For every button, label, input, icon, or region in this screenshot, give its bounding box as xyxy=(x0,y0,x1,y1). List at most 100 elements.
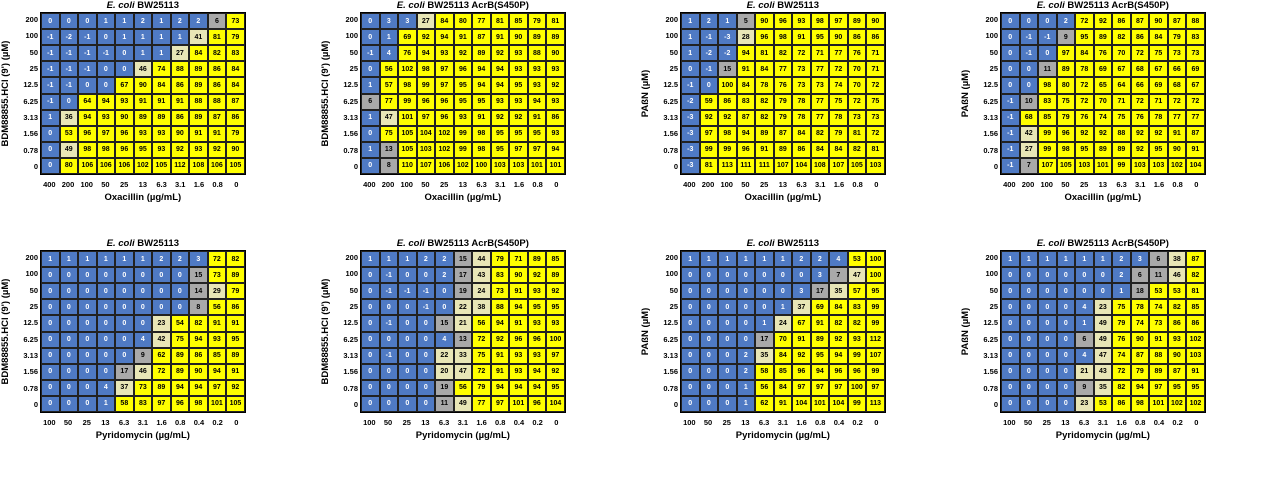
heatmap-cell: 93 xyxy=(509,347,528,364)
heatmap-cell: 90 xyxy=(1167,347,1187,364)
heatmap-cell: 22 xyxy=(435,347,454,364)
y-tick-label: 12.5 xyxy=(983,318,998,328)
heatmap-cell: 47 xyxy=(379,109,399,126)
heatmap-cell: 96 xyxy=(115,141,134,158)
heatmap-cell: 0 xyxy=(78,267,97,284)
heatmap-cell: 0 xyxy=(416,363,436,380)
heatmap-cell: 35 xyxy=(755,347,774,364)
heatmap-cell: 87 xyxy=(1167,13,1187,30)
heatmap-cell: 1 xyxy=(736,251,756,268)
heatmap-cell: 72 xyxy=(1075,93,1094,110)
heatmap-cell: 78 xyxy=(792,93,811,110)
heatmap-cell: 0 xyxy=(361,395,380,412)
heatmap-cell: 94 xyxy=(472,61,491,78)
heatmap-cell: 98 xyxy=(472,125,491,142)
heatmap-cell: 93 xyxy=(546,61,565,78)
heatmap-cell: 1 xyxy=(115,29,134,46)
heatmap-cell: 0 xyxy=(1019,77,1039,94)
heatmap-cell: 0 xyxy=(1056,395,1076,412)
panel-title: E. coli BW25113 xyxy=(680,238,886,249)
heatmap-cell: 0 xyxy=(435,299,454,316)
heatmap-cell: 92 xyxy=(1075,125,1094,142)
heatmap-cell: 105 xyxy=(1056,157,1076,174)
y-tick-label: 1.56 xyxy=(983,367,998,377)
heatmap-cell: 0 xyxy=(681,395,700,412)
heatmap-cell: 0 xyxy=(1056,299,1076,316)
heatmap-cell: 104 xyxy=(792,157,811,174)
heatmap-cell: 82 xyxy=(755,109,774,126)
heatmap-cell: 89 xyxy=(546,267,565,284)
heatmap-cell: 97 xyxy=(829,379,848,396)
heatmap-cell: 98 xyxy=(1056,141,1076,158)
heatmap-cell: 72 xyxy=(152,363,171,380)
heatmap-cell: 92 xyxy=(1130,141,1150,158)
heatmap-cell: 91 xyxy=(1186,363,1205,380)
heatmap-cell: 0 xyxy=(78,77,97,94)
heatmap-cell: 99 xyxy=(1112,157,1131,174)
heatmap-cell: 90 xyxy=(226,141,245,158)
heatmap-cell: 0 xyxy=(398,347,417,364)
x-tick-label: 25 xyxy=(402,418,411,427)
heatmap-cell: 94 xyxy=(170,379,190,396)
heatmap-cell: 6 xyxy=(1075,331,1094,348)
heatmap-cell: 70 xyxy=(847,61,867,78)
y-tick-label: 200 xyxy=(665,253,678,263)
heatmap-cell: 93 xyxy=(546,125,565,142)
heatmap-cell: 91 xyxy=(170,93,190,110)
heatmap-cell: 37 xyxy=(792,299,811,316)
y-tick-label: 1.56 xyxy=(983,129,998,139)
heatmap-cell: 0 xyxy=(1019,13,1039,30)
heatmap-cell: 68 xyxy=(1130,61,1150,78)
x-tick-label: 0.2 xyxy=(212,418,223,427)
heatmap-cell: 64 xyxy=(1112,77,1131,94)
y-tick-label: 12.5 xyxy=(23,80,38,90)
heatmap-cell: 95 xyxy=(133,141,153,158)
heatmap-cell: 91 xyxy=(490,363,510,380)
heatmap-cell: 92 xyxy=(490,45,510,62)
heatmap-cell: 106 xyxy=(435,157,454,174)
heatmap-cell: 1 xyxy=(1019,251,1039,268)
heatmap-cell: -1 xyxy=(1019,29,1039,46)
heatmap-cell: 38 xyxy=(1167,251,1187,268)
heatmap-cell: -1 xyxy=(379,267,399,284)
heatmap-cell: 0 xyxy=(41,379,60,396)
heatmap-cell: 0 xyxy=(681,363,700,380)
heatmap-cell: 82 xyxy=(1112,379,1131,396)
heatmap-cell: 94 xyxy=(509,379,528,396)
heatmap-cell: 96 xyxy=(435,93,454,110)
heatmap-cell: 76 xyxy=(1112,331,1131,348)
heatmap-cell: 0 xyxy=(379,299,399,316)
y-axis-label: PAßN (µM) xyxy=(639,69,651,117)
y-tick-label: 3.13 xyxy=(343,112,358,122)
heatmap-cell: 73 xyxy=(1167,45,1187,62)
x-tick-label: 1.6 xyxy=(1116,418,1127,427)
heatmap-cell: 99 xyxy=(866,363,885,380)
y-tick-label: 0 xyxy=(33,399,38,409)
heatmap-cell: 66 xyxy=(1130,77,1150,94)
heatmap-cell: 0 xyxy=(41,141,60,158)
heatmap-cell: 19 xyxy=(453,283,473,300)
heatmap-cell: 0 xyxy=(1001,347,1020,364)
heatmap-cell: 33 xyxy=(453,347,473,364)
heatmap-cell: 89 xyxy=(527,251,547,268)
heatmap-cell: 1 xyxy=(1093,251,1113,268)
y-tick-label: 0 xyxy=(353,161,358,171)
heatmap-cell: 4 xyxy=(379,45,399,62)
y-tick-label: 12.5 xyxy=(663,318,678,328)
heatmap-cell: -1 xyxy=(379,315,399,332)
heatmap-cell: 0 xyxy=(115,45,134,62)
heatmap-cell: 84 xyxy=(736,77,756,94)
heatmap-cell: 1 xyxy=(736,395,756,412)
heatmap-cell: 97 xyxy=(490,395,510,412)
heatmap-cell: 1 xyxy=(379,251,399,268)
panel-title: E. coli BW25113 xyxy=(680,0,886,11)
heatmap-cell: 97 xyxy=(546,347,565,364)
heatmap-cell: -1 xyxy=(379,347,399,364)
heatmap-cell: 1 xyxy=(133,29,153,46)
heatmap-cell: 88 xyxy=(207,93,227,110)
heatmap-cell: 72 xyxy=(1130,93,1150,110)
heatmap-cell: 0 xyxy=(681,283,700,300)
heatmap-cell: 97 xyxy=(509,141,528,158)
x-tick-label: 1.6 xyxy=(833,180,845,189)
y-tick-label: 1.56 xyxy=(23,129,38,139)
